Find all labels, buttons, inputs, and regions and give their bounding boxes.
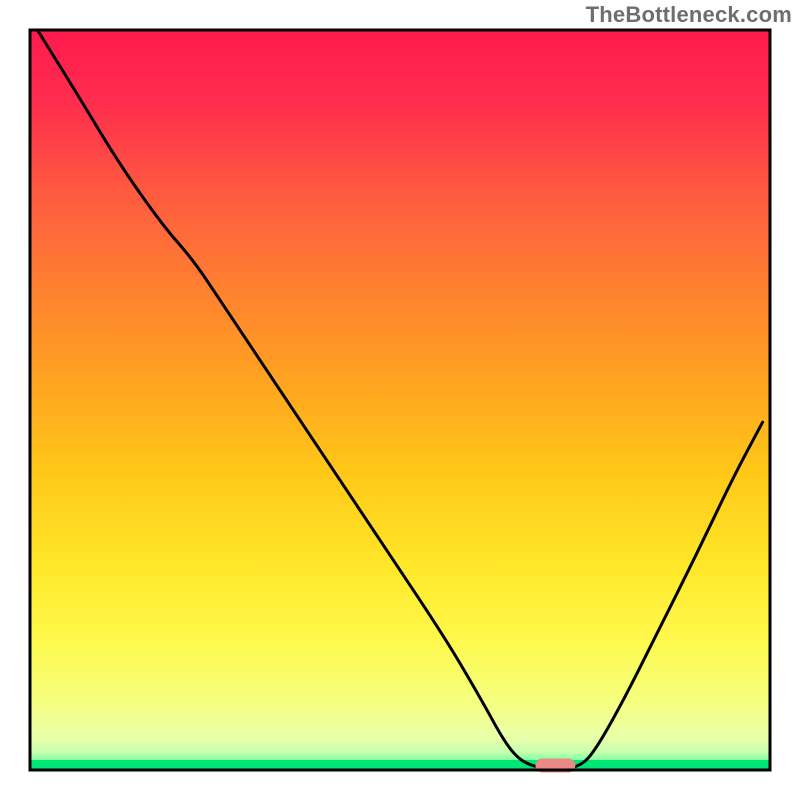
watermark-text: TheBottleneck.com [586, 2, 792, 28]
chart-container: TheBottleneck.com [0, 0, 800, 800]
chart-background [30, 30, 770, 770]
bottleneck-chart [0, 0, 800, 800]
